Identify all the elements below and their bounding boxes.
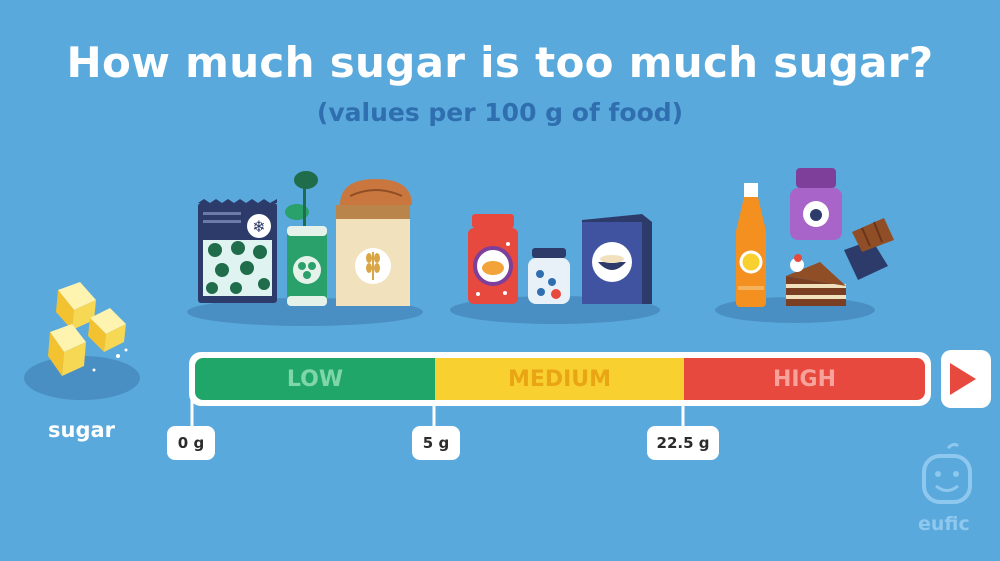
soft-drink-bottle-icon xyxy=(736,183,766,307)
jam-jar-icon xyxy=(790,168,842,240)
fruit-jar-icon xyxy=(528,248,570,304)
cereal-box-icon xyxy=(582,214,652,304)
chocolate-bar-icon xyxy=(844,218,894,280)
band-high-label: HIGH xyxy=(772,366,837,392)
band-low-label: LOW xyxy=(286,366,344,392)
page-subtitle: (values per 100 g of food) xyxy=(316,98,684,127)
threshold-22-5g: 22.5 g xyxy=(647,426,719,460)
eufic-logo-icon xyxy=(922,442,972,504)
band-low: LOW xyxy=(195,358,435,400)
threshold-5g: 5 g xyxy=(412,426,460,460)
sauce-jar-icon xyxy=(468,214,518,304)
brand-name: eufic xyxy=(918,513,970,535)
arrow-right-icon xyxy=(950,363,976,395)
canned-peas-icon xyxy=(285,171,327,306)
cake-slice-icon xyxy=(786,254,846,306)
sugar-cubes-icon xyxy=(48,282,128,376)
bread-bag-icon xyxy=(336,179,412,306)
band-medium: MEDIUM xyxy=(435,358,684,400)
band-medium-label: MEDIUM xyxy=(507,366,612,392)
threshold-0g: 0 g xyxy=(167,426,215,460)
shadow-sugar xyxy=(24,356,140,400)
sugar-label: sugar xyxy=(48,418,116,442)
page-title: How much sugar is too much sugar? xyxy=(66,38,934,87)
frozen-vegetables-icon: ❄ xyxy=(198,199,277,303)
band-high: HIGH xyxy=(684,358,925,400)
svg-text:❄: ❄ xyxy=(252,217,265,236)
